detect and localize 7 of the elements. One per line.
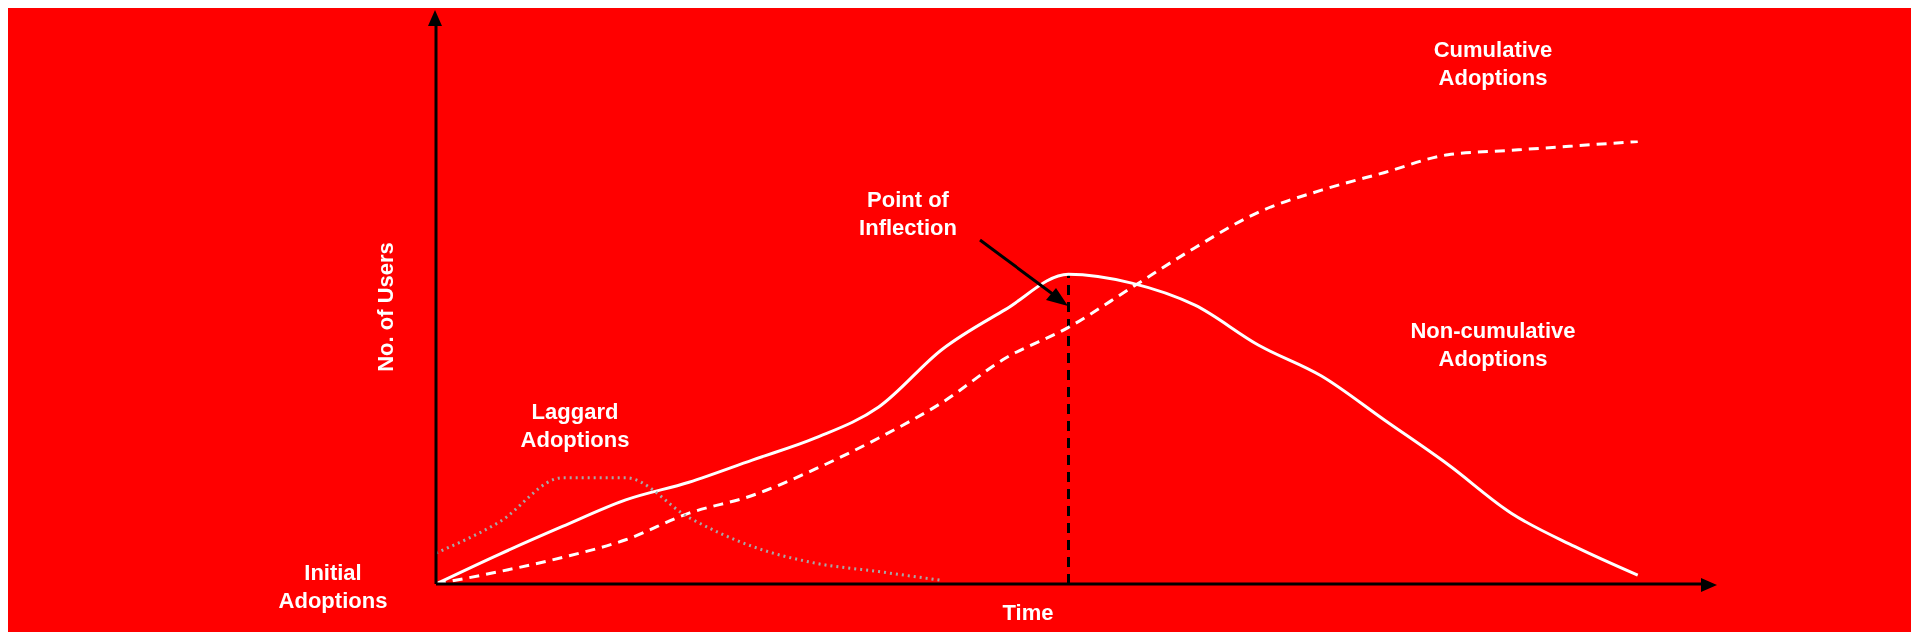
series-label: Laggard Adoptions	[519, 398, 631, 454]
y-axis-title: No. of Users	[373, 241, 399, 374]
text: Initial Adoptions	[277, 559, 389, 615]
text: Cumulative Adoptions	[1432, 36, 1554, 92]
x-axis-title: Time	[1001, 600, 1055, 626]
annotation: Point of Inflection	[858, 186, 958, 242]
text: Non-cumulative Adoptions	[1409, 317, 1577, 373]
